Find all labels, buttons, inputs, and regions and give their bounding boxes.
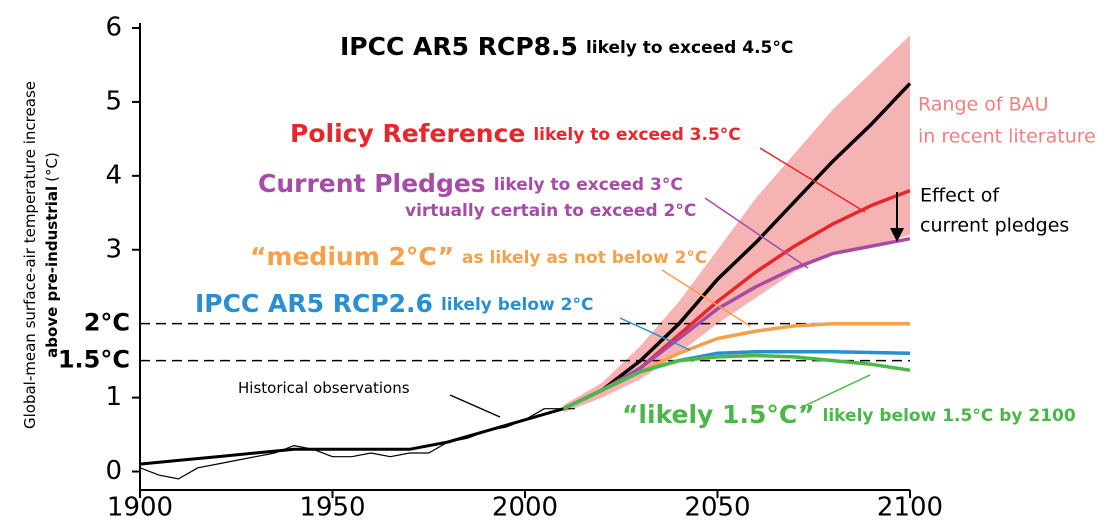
- series-note: likely below 2°C: [441, 295, 594, 315]
- series-label: “likely 1.5°C” likely below 1.5°C by 2100: [622, 400, 1076, 429]
- annotation: Effect of: [920, 185, 1000, 207]
- annotation: current pledges: [920, 215, 1069, 237]
- y-tick-label: 5: [105, 86, 122, 116]
- series-note: as likely as not below 2°C: [462, 248, 707, 268]
- reference-label: 2°C: [84, 309, 130, 337]
- leader-line: [759, 147, 866, 213]
- series-label: Policy Reference likely to exceed 3.5°C: [290, 119, 741, 148]
- series-name: Policy Reference: [290, 119, 525, 148]
- series-line: [139, 407, 564, 466]
- series-name: Current Pledges: [258, 169, 486, 198]
- y-tick-label: 4: [105, 160, 122, 190]
- series-note: likely to exceed 4.5°C: [586, 38, 793, 58]
- series-note: virtually certain to exceed 2°C: [405, 201, 696, 221]
- series-name: Historical observations: [238, 379, 410, 397]
- y-axis-label: above pre-industrial (°C): [43, 152, 61, 358]
- leader-line: [619, 317, 691, 351]
- x-tick-label: 1900: [107, 493, 173, 522]
- x-tick-label: 2050: [684, 493, 750, 522]
- series-label: Historical observations: [238, 379, 410, 397]
- series-label: IPCC AR5 RCP2.6 likely below 2°C: [195, 289, 593, 318]
- leader-line: [449, 394, 501, 418]
- series-label: Current Pledges likely to exceed 3°C: [258, 169, 683, 198]
- range-label: Range of BAU: [918, 94, 1049, 116]
- series-name: “medium 2°C”: [250, 242, 454, 271]
- leader-line: [704, 197, 809, 269]
- y-tick-label: 3: [105, 234, 122, 264]
- series-name: “likely 1.5°C”: [622, 400, 815, 429]
- series-label: “medium 2°C” as likely as not below 2°C: [250, 242, 707, 271]
- leader-line: [661, 269, 751, 327]
- y-axis-label-line: above pre-industrial: [43, 186, 61, 358]
- series-note: likely below 1.5°C by 2100: [823, 406, 1076, 426]
- arrow-head: [890, 228, 904, 242]
- series-label: IPCC AR5 RCP8.5 likely to exceed 4.5°C: [340, 32, 793, 61]
- series-note: likely to exceed 3°C: [494, 175, 683, 195]
- x-tick-label: 2100: [877, 493, 943, 522]
- x-tick-label: 2000: [492, 493, 558, 522]
- y-tick-label: 0: [105, 456, 122, 486]
- series-line: [139, 408, 575, 480]
- leader-line: [799, 374, 871, 409]
- series-name: IPCC AR5 RCP2.6: [195, 289, 433, 318]
- y-axis-label-unit: (°C): [43, 152, 61, 182]
- range-band: [563, 35, 910, 413]
- reference-label: 1.5°C: [58, 346, 130, 374]
- series-note: likely to exceed 3.5°C: [533, 125, 740, 145]
- series-line: [562, 353, 911, 411]
- series-line: [562, 82, 912, 411]
- x-tick-label: 1950: [299, 493, 365, 522]
- series-name: IPCC AR5 RCP8.5: [340, 32, 578, 61]
- y-axis-label: Global-mean surface-air temperature incr…: [21, 81, 39, 429]
- y-tick-label: 1: [105, 382, 122, 412]
- range-label: in recent literature: [918, 126, 1096, 148]
- series-line: [562, 321, 910, 411]
- y-axis-label-line: Global-mean surface-air temperature incr…: [21, 81, 39, 429]
- y-tick-label: 6: [105, 13, 122, 43]
